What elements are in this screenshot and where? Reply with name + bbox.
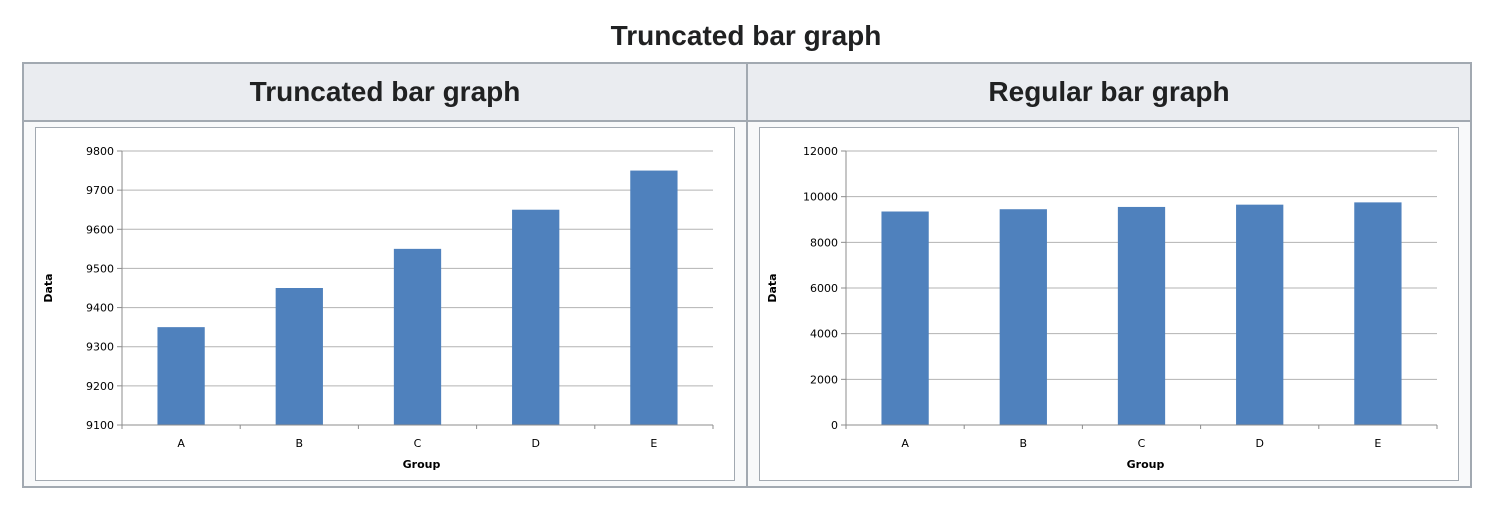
bar-d — [512, 209, 560, 425]
regular-bar-chart-svg: 0 2000 4000 6000 8000 10000 12000 A B C D E Group Dat… — [766, 145, 1438, 471]
x-tick-label: C — [414, 437, 422, 450]
bar-b — [275, 288, 323, 425]
y-axis-title: Data — [42, 273, 55, 302]
y-tick-label: 9700 — [86, 184, 114, 197]
bar-a — [157, 327, 205, 425]
x-tick-label: C — [1138, 437, 1146, 450]
regular-chart-cell: 0 2000 4000 6000 8000 10000 12000 A B C D E Group Dat… — [746, 120, 1472, 488]
x-tick-label: A — [177, 437, 185, 450]
page-title: Truncated bar graph — [610, 20, 882, 51]
y-tick-label: 6000 — [810, 282, 838, 295]
y-tick-label: 2000 — [810, 373, 838, 386]
comparison-table: Truncated bar graph Regular bar graph 91… — [22, 62, 1472, 488]
y-tick-label: 9400 — [86, 302, 114, 315]
y-tick-label: 9800 — [86, 145, 114, 158]
bar-e — [1354, 202, 1402, 425]
y-tick-label: 9500 — [86, 262, 114, 275]
y-tick-label: 9300 — [86, 341, 114, 354]
table-header-row: Truncated bar graph Regular bar graph — [22, 62, 1472, 122]
y-axis-title: Data — [766, 273, 779, 302]
x-tick-label: D — [1255, 437, 1263, 450]
x-tick-label: A — [901, 437, 909, 450]
bar-d — [1236, 204, 1284, 425]
y-tick-label: 4000 — [810, 328, 838, 341]
x-axis-title: Group — [403, 458, 441, 471]
y-tick-label: 0 — [831, 419, 838, 432]
column-header-truncated: Truncated bar graph — [22, 62, 748, 122]
table-chart-row: 9100 9200 9300 9400 9500 9600 9700 9800 A B C D E Gro… — [22, 120, 1472, 488]
column-header-regular: Regular bar graph — [746, 62, 1472, 122]
x-axis-title: Group — [1127, 458, 1165, 471]
bar-e — [630, 170, 678, 425]
y-tick-label: 8000 — [810, 236, 838, 249]
bar-c — [393, 248, 442, 425]
bar-a — [881, 211, 929, 425]
x-tick-label: D — [531, 437, 539, 450]
y-tick-label: 9100 — [86, 419, 114, 432]
x-tick-label: E — [1374, 437, 1381, 450]
truncated-bar-chart: 9100 9200 9300 9400 9500 9600 9700 9800 A B C D E Gro… — [35, 127, 735, 481]
truncated-bar-chart-svg: 9100 9200 9300 9400 9500 9600 9700 9800 A B C D E Gro… — [42, 145, 714, 471]
x-tick-label: B — [1020, 437, 1028, 450]
y-tick-label: 10000 — [803, 191, 838, 204]
bar-c — [1117, 206, 1166, 425]
truncated-chart-cell: 9100 9200 9300 9400 9500 9600 9700 9800 A B C D E Gro… — [22, 120, 748, 488]
y-tick-label: 12000 — [803, 145, 838, 158]
regular-bar-chart: 0 2000 4000 6000 8000 10000 12000 A B C D E Group Dat… — [759, 127, 1459, 481]
y-tick-label: 9200 — [86, 380, 114, 393]
x-tick-label: B — [296, 437, 304, 450]
bar-b — [999, 209, 1047, 425]
x-tick-label: E — [650, 437, 657, 450]
y-tick-label: 9600 — [86, 223, 114, 236]
